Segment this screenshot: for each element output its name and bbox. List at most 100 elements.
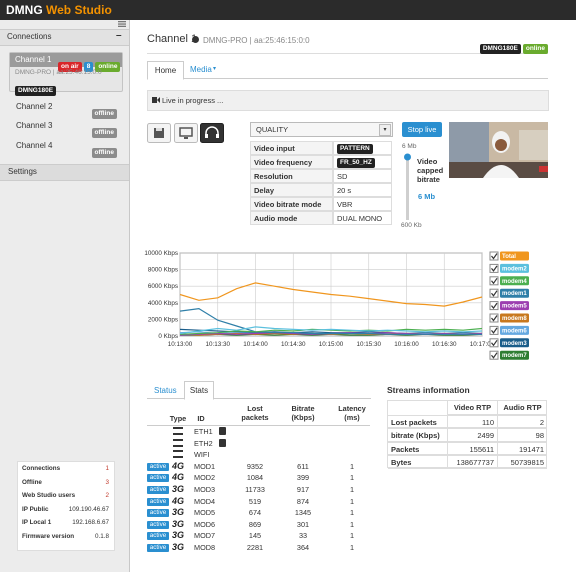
- setting-value: VBR: [337, 200, 353, 209]
- table-header: Latency (ms): [338, 404, 366, 422]
- status-badge: active: [147, 520, 169, 529]
- legend-swatch: [500, 313, 529, 323]
- setting-value-cell: DUAL MONO: [333, 211, 392, 225]
- row-id: MOD5: [194, 508, 216, 518]
- y-tick-label: 6000 Kbps: [148, 283, 178, 290]
- legend-label: modem6: [502, 328, 527, 334]
- bitrate: 301: [296, 519, 310, 529]
- legend-label: modem7: [502, 353, 527, 359]
- row-label: Packets: [388, 441, 447, 455]
- connections-title: Connections: [7, 32, 52, 41]
- legend-label: modem8: [502, 316, 527, 322]
- bitrate: 917: [296, 485, 310, 494]
- info-icon[interactable]: [192, 36, 199, 43]
- badge: DMNG180E: [479, 44, 521, 54]
- legend-label: modem3: [502, 341, 527, 347]
- tab[interactable]: Status: [154, 386, 177, 395]
- x-tick-label: 10:16:30: [432, 341, 457, 348]
- stat-value: 1: [105, 465, 109, 472]
- column-header: Video RTP: [447, 401, 497, 415]
- legend-checkbox[interactable]: [489, 276, 499, 286]
- legend-checkbox[interactable]: [489, 251, 499, 261]
- channel-badges: offline: [90, 102, 117, 120]
- stat-label: Firmware version: [22, 532, 75, 540]
- lost-packets: 145: [248, 531, 262, 541]
- network-type: 4G: [172, 460, 185, 471]
- quality-select[interactable]: QUALITY ▾: [250, 122, 393, 137]
- bitrate: 399: [296, 473, 310, 483]
- setting-value-cell: SD: [333, 169, 392, 183]
- cell-value: 98: [497, 428, 547, 442]
- sidebar: Connections – Settings Channel 1 on air 8 o…: [0, 20, 130, 572]
- legend-check: [491, 265, 498, 272]
- link-icon[interactable]: [219, 438, 226, 447]
- cell-value: 2499: [447, 428, 497, 442]
- stat-value: 3: [105, 478, 109, 486]
- y-tick-label: 0 Kbps: [158, 333, 178, 340]
- row-id: ETH1: [194, 427, 213, 436]
- channel-item-selected[interactable]: Channel 1 on air 8 online DMNG-PRO | aa:25:4…: [9, 52, 123, 96]
- legend-checkbox[interactable]: [489, 350, 499, 360]
- channel-item[interactable]: Channel 4 offline: [9, 139, 121, 158]
- slider-min: 600 Kb: [401, 222, 422, 229]
- tab-active[interactable]: Home: [147, 61, 184, 80]
- latency: 1: [349, 531, 355, 541]
- network-icon: [173, 427, 183, 435]
- bitrate-slider[interactable]: [402, 150, 414, 222]
- x-tick-label: 10:14:00: [243, 341, 268, 348]
- channel-badges: on air 8 online: [56, 55, 121, 73]
- slider-label: Video capped bitrate: [417, 157, 444, 184]
- series-line: [179, 327, 483, 335]
- tab[interactable]: Media: [190, 65, 212, 74]
- cell-value: 138677737: [447, 455, 497, 469]
- bitrate: 611: [297, 461, 309, 471]
- legend-checkbox[interactable]: [489, 263, 499, 273]
- channel-item[interactable]: Channel 2 offline: [9, 100, 121, 119]
- stat-value: 0.1.8: [94, 532, 109, 540]
- legend-checkbox[interactable]: [489, 288, 499, 298]
- latency: 1: [349, 485, 355, 494]
- connections-header[interactable]: Connections –: [0, 29, 129, 46]
- legend-checkbox[interactable]: [489, 338, 499, 348]
- status-badge: active: [147, 544, 169, 552]
- legend-checkbox[interactable]: [489, 301, 499, 311]
- badge: offline: [91, 109, 117, 119]
- network-type: 3G: [172, 542, 185, 552]
- select-arrow: ▾: [379, 124, 391, 136]
- link-icon[interactable]: [219, 427, 226, 435]
- y-tick-label: 4000 Kbps: [148, 300, 178, 307]
- settings-header[interactable]: Settings: [0, 164, 129, 181]
- lost-packets: 9352: [246, 461, 264, 471]
- stop-live-button[interactable]: Stop live: [402, 122, 442, 137]
- legend-checkbox[interactable]: [489, 313, 499, 323]
- camera-icon: [152, 97, 160, 103]
- cell-value: 191471: [497, 441, 547, 455]
- column-header: Audio RTP: [497, 401, 547, 415]
- select-text: QUALITY: [256, 125, 289, 134]
- latency: 1: [349, 496, 355, 506]
- channel-title: Channel 1: [147, 33, 198, 45]
- setting-value-cell: PATTERN: [333, 141, 392, 155]
- live-banner: Live in progress ...: [147, 90, 549, 111]
- settings-title: Settings: [8, 167, 37, 176]
- bitrate: 874: [296, 496, 310, 506]
- audio-button[interactable]: [200, 123, 224, 143]
- cell-value: 110: [447, 414, 497, 428]
- badge: offline: [91, 128, 117, 138]
- bitrate: 1345: [294, 508, 312, 518]
- latency: 1: [349, 519, 355, 529]
- table-rule: [147, 425, 370, 426]
- save-button[interactable]: [147, 123, 171, 143]
- badge: online: [522, 44, 548, 54]
- brand-accent: Web Studio: [46, 3, 112, 17]
- monitor-button[interactable]: [174, 123, 198, 143]
- channel-item[interactable]: Channel 3 offline: [9, 119, 121, 138]
- legend-check: [491, 253, 498, 260]
- channel-badges: offline: [90, 121, 117, 139]
- tab-active[interactable]: Stats: [184, 381, 214, 400]
- latency: 1: [349, 508, 355, 518]
- lower-tab-line: [147, 398, 371, 399]
- menu-icon[interactable]: [118, 21, 126, 27]
- video-preview: [449, 122, 548, 178]
- legend-checkbox[interactable]: [489, 325, 499, 335]
